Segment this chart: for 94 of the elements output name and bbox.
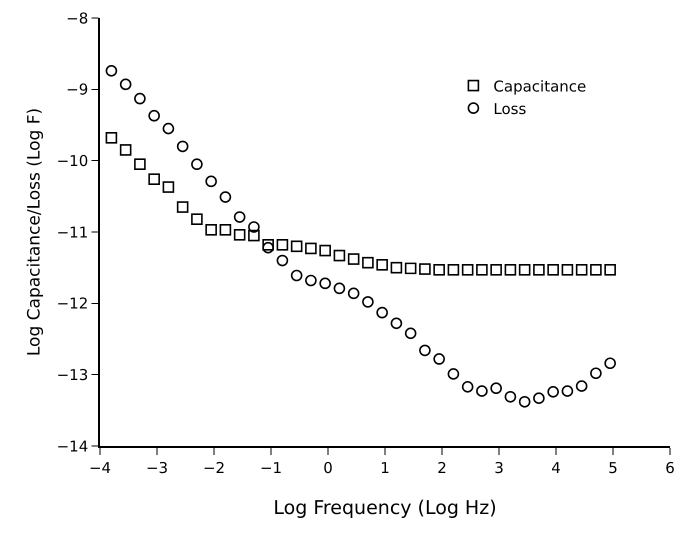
point	[448, 368, 460, 380]
point	[162, 181, 174, 193]
point	[120, 78, 132, 90]
point	[533, 392, 545, 404]
y-tick-label: −11	[56, 223, 88, 242]
x-tick-label: 4	[551, 458, 561, 477]
point	[305, 274, 317, 286]
point	[433, 264, 445, 276]
x-tick-label: 2	[437, 458, 447, 477]
point	[191, 158, 203, 170]
y-tick-label: −8	[66, 9, 88, 28]
point	[490, 382, 502, 394]
point	[390, 262, 402, 274]
x-tick-label: 0	[323, 458, 333, 477]
point	[576, 380, 588, 392]
point	[248, 221, 260, 233]
x-tick-label: −4	[88, 458, 112, 477]
x-tick-label: −1	[260, 458, 282, 477]
point	[562, 385, 574, 397]
point	[120, 144, 132, 156]
y-tick-label: −13	[56, 366, 88, 384]
point	[334, 282, 346, 294]
point	[106, 64, 118, 77]
point	[134, 158, 146, 170]
point	[604, 357, 616, 370]
x-tick-label: 6	[665, 458, 675, 477]
x-tick-label: 1	[380, 458, 390, 477]
x-axis-title: Log Frequency (Log Hz)	[273, 497, 497, 520]
point	[362, 256, 374, 268]
point	[162, 122, 174, 134]
point	[334, 250, 346, 262]
point	[220, 191, 232, 203]
point	[348, 288, 360, 300]
y-tick-label: −14	[56, 437, 88, 456]
point	[419, 344, 431, 356]
point	[518, 396, 530, 408]
y-tick-label: −9	[66, 80, 88, 99]
point	[248, 230, 260, 242]
point	[390, 318, 402, 330]
point	[604, 264, 616, 276]
point	[590, 367, 602, 380]
point	[562, 264, 574, 276]
point	[404, 262, 416, 274]
point	[290, 270, 302, 282]
point	[576, 264, 588, 276]
point	[404, 327, 416, 340]
point	[590, 264, 602, 276]
y-tick-label: −10	[56, 152, 88, 170]
point	[533, 264, 545, 276]
point	[433, 353, 445, 365]
point	[547, 386, 559, 398]
point	[134, 92, 146, 104]
point	[148, 173, 160, 186]
legend-label: Loss	[493, 100, 526, 118]
x-tick-label: −2	[202, 458, 226, 477]
y-axis-title: Log Capacitance/Loss (Log F)	[24, 108, 45, 356]
point	[476, 264, 488, 276]
point	[419, 263, 431, 275]
point	[220, 224, 232, 236]
point	[348, 253, 360, 265]
point	[518, 264, 530, 276]
x-tick-label: −3	[146, 458, 168, 477]
point	[148, 110, 160, 122]
y-tick-label: −12	[56, 294, 88, 313]
point	[234, 229, 246, 241]
point	[276, 239, 288, 251]
point	[205, 224, 217, 236]
point	[319, 244, 331, 256]
point	[462, 380, 474, 393]
point	[176, 201, 188, 213]
point	[504, 390, 516, 403]
point	[276, 254, 288, 266]
point	[376, 259, 388, 271]
point	[490, 264, 502, 276]
point	[476, 385, 488, 397]
x-tick-label: 5	[608, 458, 618, 477]
point	[376, 306, 388, 318]
point	[205, 176, 217, 188]
point	[262, 242, 274, 254]
point	[305, 242, 317, 254]
point	[106, 132, 118, 144]
legend-label: Capacitance	[493, 77, 586, 96]
point	[176, 140, 188, 152]
point	[290, 240, 302, 252]
point	[262, 239, 274, 251]
x-tick-label: 3	[494, 458, 504, 477]
point	[319, 278, 331, 290]
point	[547, 264, 559, 276]
point	[504, 264, 516, 276]
point	[234, 211, 246, 223]
point	[362, 296, 374, 308]
point	[191, 213, 203, 225]
point	[462, 264, 474, 276]
point	[448, 264, 460, 276]
